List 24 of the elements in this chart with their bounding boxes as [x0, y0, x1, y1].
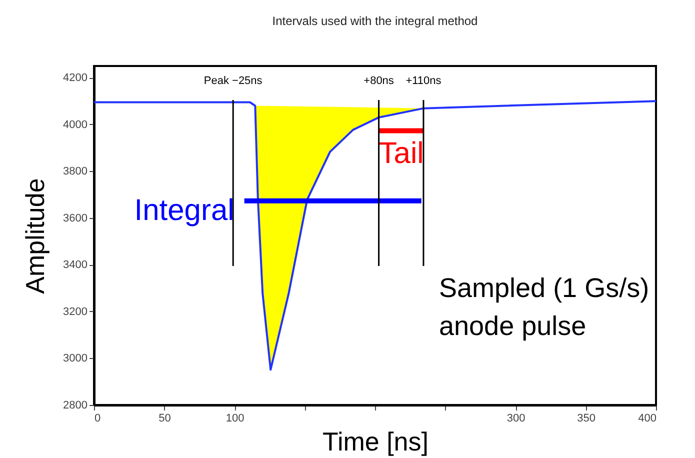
x-axis-title: Time [ns] [322, 426, 428, 456]
y-tick-label: 3200 [63, 306, 88, 318]
chart-title: Intervals used with the integral method [272, 14, 478, 28]
series-label: Tail [378, 136, 424, 170]
x-tick-label: 400 [638, 412, 656, 424]
annotation: Sampled (1 Gs/s) anode pulse [439, 273, 650, 341]
x-tick-label: 50 [158, 412, 171, 424]
y-tick-label: 3800 [63, 166, 88, 178]
y-tick-label: 4200 [63, 72, 88, 84]
y-tick-label: 4000 [63, 118, 88, 131]
series-label: Integral [134, 194, 234, 227]
x-tick-label: 300 [506, 412, 526, 424]
y-tick-label: 3400 [63, 259, 88, 272]
ref-line-label: +110ns [406, 75, 442, 87]
y-tick-label: 2800 [63, 400, 88, 412]
y-tick-label: 3000 [63, 352, 88, 365]
x-tick-label: 350 [577, 412, 596, 424]
y-tick-label: 3600 [63, 212, 88, 224]
x-tick-label: 0 [94, 412, 101, 424]
x-tick-label: 100 [226, 412, 244, 424]
ref-line-label: Peak −25ns [204, 75, 263, 87]
y-axis-title: Amplitude [20, 178, 50, 294]
ref-line-label: +80ns [364, 75, 394, 87]
line-series [93, 100, 657, 371]
